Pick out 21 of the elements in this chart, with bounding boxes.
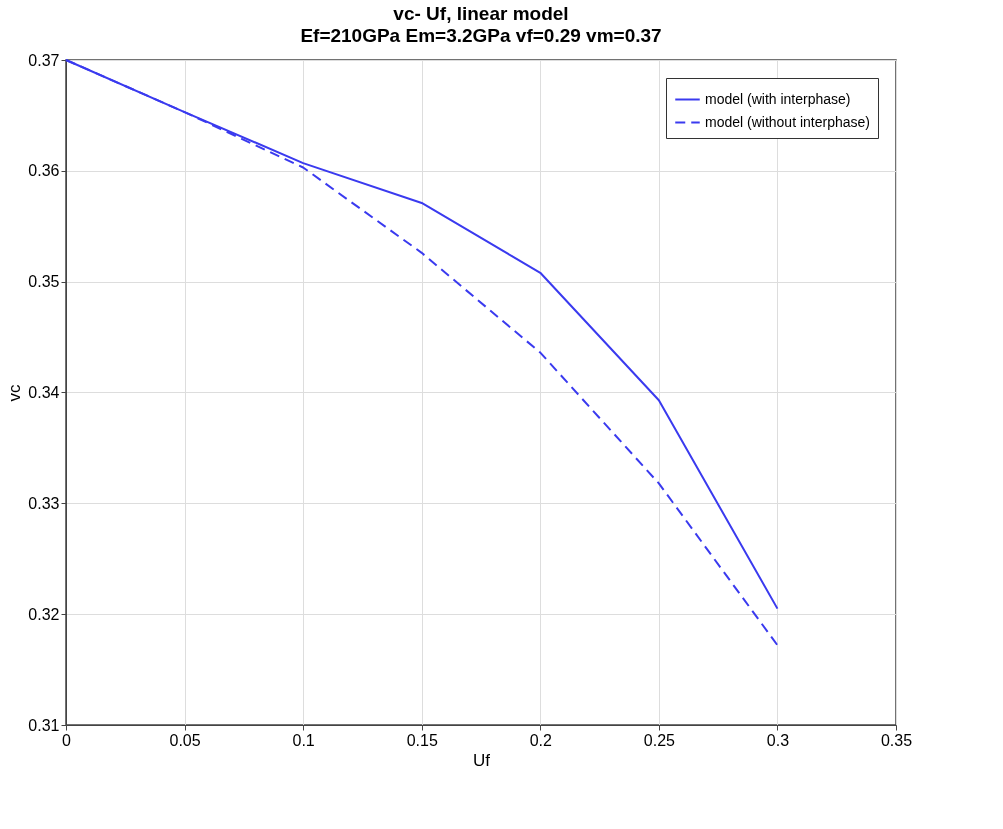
- y-tick-label: 0.31: [28, 716, 60, 734]
- x-tick-label: 0.25: [643, 731, 676, 749]
- y-axis-title: vc: [5, 384, 25, 402]
- legend-label: model (without interphase): [705, 113, 870, 130]
- x-tick-label: 0.3: [766, 731, 790, 749]
- chart-title: vc- Uf, linear model: [393, 3, 569, 24]
- y-tick-label: 0.34: [28, 384, 60, 401]
- y-tick-label: 0.37: [28, 51, 60, 69]
- y-tick-label: 0.35: [28, 273, 60, 291]
- x-tick-label: 0.1: [292, 731, 315, 749]
- legend-label: model (with interphase): [705, 90, 851, 107]
- x-axis-title: Uf: [473, 750, 491, 770]
- x-tick-label: 0.15: [406, 731, 438, 749]
- x-tick-label: 0: [62, 731, 72, 749]
- chart-subtitle: Ef=210GPa Em=3.2GPa vf=0.29 vm=0.37: [300, 25, 662, 46]
- x-tick-label: 0.2: [529, 731, 552, 749]
- y-tick-label: 0.33: [28, 494, 60, 512]
- y-tick-label: 0.36: [28, 162, 60, 180]
- x-tick-label: 0.05: [169, 731, 201, 749]
- y-tick-label: 0.32: [28, 605, 60, 623]
- x-tick-label: 0.35: [880, 731, 913, 749]
